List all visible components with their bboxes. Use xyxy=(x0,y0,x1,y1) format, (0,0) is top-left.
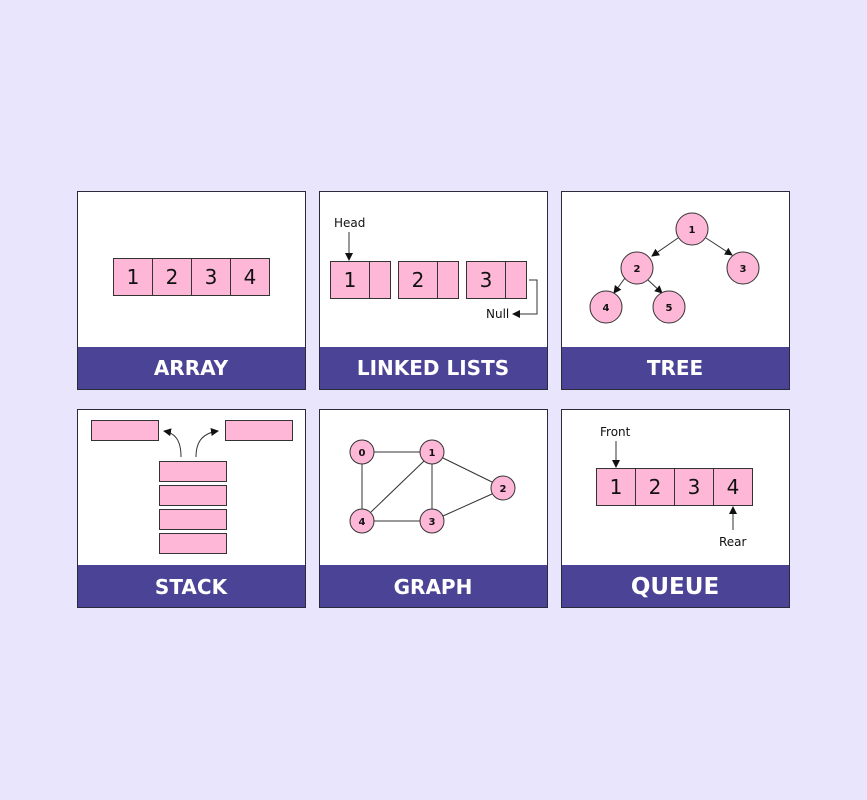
stack-item xyxy=(159,533,227,554)
front-label: Front xyxy=(600,425,631,439)
queue-title: QUEUE xyxy=(631,574,719,600)
stack-panel: STACK xyxy=(77,409,306,608)
tree-node-label: 3 xyxy=(740,264,747,275)
popped-item xyxy=(91,420,159,441)
graph-node xyxy=(349,508,375,534)
graph-node-label: 1 xyxy=(429,448,436,459)
list-node: 1 xyxy=(344,268,357,292)
graph-node xyxy=(419,508,445,534)
array-cell: 4 xyxy=(244,265,257,289)
array-panel: ARRAY 1 2 3 4 xyxy=(77,191,306,390)
queue-cell: 3 xyxy=(688,475,701,499)
array-cell: 1 xyxy=(127,265,140,289)
tree-node xyxy=(726,251,760,285)
pushed-item xyxy=(225,420,293,441)
tree-title-bar xyxy=(562,347,789,389)
linked-list-nodes: 1 2 3 xyxy=(330,261,527,299)
queue-title-bar xyxy=(562,565,789,607)
array-cell: 2 xyxy=(166,265,179,289)
linked-list-panel: LINKED LISTS Head 1 2 3 Null xyxy=(319,191,548,390)
stack-title-bar xyxy=(78,565,305,607)
list-node: 3 xyxy=(480,268,493,292)
queue-cell: 1 xyxy=(610,475,623,499)
graph-node-label: 3 xyxy=(429,517,436,528)
stack-title: STACK xyxy=(155,575,229,599)
array-cell: 3 xyxy=(205,265,218,289)
graph-node-label: 2 xyxy=(500,484,507,495)
queue-cell: 2 xyxy=(649,475,662,499)
queue-panel: QUEUE Front 1 2 3 4 Rear xyxy=(561,409,790,608)
graph-node xyxy=(349,439,375,465)
tree-node-label: 2 xyxy=(634,264,641,275)
queue-cell: 4 xyxy=(727,475,740,499)
null-label: Null xyxy=(486,307,509,321)
tree-node xyxy=(620,251,654,285)
tree-node-label: 5 xyxy=(666,303,673,314)
array-cells: 1 2 3 4 xyxy=(113,258,270,296)
tree-node-label: 1 xyxy=(689,225,696,236)
stack-item xyxy=(159,485,227,506)
tree-title: TREE xyxy=(647,356,703,380)
graph-title-bar xyxy=(320,565,547,607)
tree-node xyxy=(675,212,709,246)
graph-node xyxy=(490,475,516,501)
array-title: ARRAY xyxy=(154,356,229,380)
stack-item xyxy=(159,509,227,530)
tree-node xyxy=(589,290,623,324)
graph-node xyxy=(419,439,445,465)
pop-arrow xyxy=(163,428,182,458)
array-title-bar xyxy=(78,347,305,389)
graph-title: GRAPH xyxy=(394,575,473,599)
tree-node xyxy=(652,290,686,324)
graph-node-label: 0 xyxy=(359,448,366,459)
tree-node-label: 4 xyxy=(603,303,610,314)
graph-panel: GRAPH 0 1 2 3 4 xyxy=(319,409,548,608)
list-node: 2 xyxy=(412,268,425,292)
rear-label: Rear xyxy=(719,535,747,549)
graph-node-label: 4 xyxy=(359,517,366,528)
linked-list-title-bar xyxy=(320,347,547,389)
tree-panel: TREE 1 2 3 4 5 xyxy=(561,191,790,390)
null-arrow xyxy=(512,279,538,318)
push-arrow xyxy=(195,428,219,458)
linked-list-title: LINKED LISTS xyxy=(357,356,509,380)
head-label: Head xyxy=(334,216,365,230)
stack-item xyxy=(159,461,227,482)
